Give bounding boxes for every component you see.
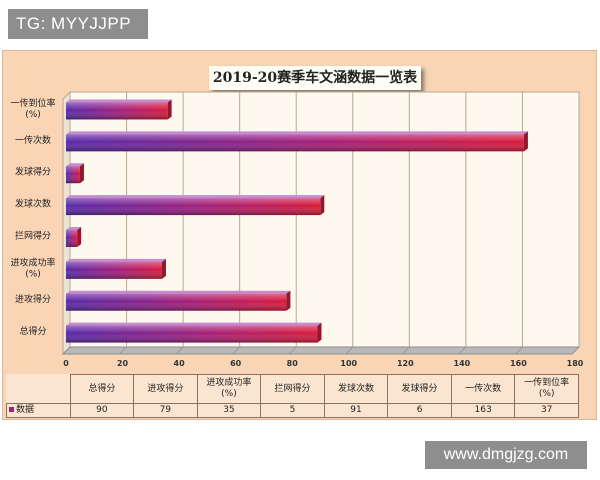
floor-gridline [401,346,410,355]
data-table: 总得分 进攻得分 进攻成功率 (%) 拦网得分 发球次数 发球得分 一传次数 一传到位率 (%) … [6,374,579,418]
series-name: 数据 [16,405,35,415]
table-header-cell: 进攻成功率 (%) [196,374,262,404]
floor-gridline [458,346,467,355]
x-tick-label: 80 [287,359,299,368]
bar-top-face [66,226,82,230]
bar-top-face [66,258,166,262]
bar-end-cap [523,131,528,152]
floor-gridline [288,346,297,355]
floor-gridline [119,346,127,355]
series-swatch [9,407,14,412]
x-tick-label: 180 [567,359,584,368]
bar-shading [66,293,287,311]
bar-top-face [66,99,172,103]
x-tick-label: 160 [510,359,527,368]
series-legend-cell: 数据 [6,403,71,418]
bar-top-face [66,195,325,199]
bar-end-cap [317,322,322,343]
table-header-cell: 发球得分 [387,374,452,404]
bar-top-face [66,290,291,294]
floor-gridline [175,346,184,355]
table-value-cell: 6 [387,403,452,418]
table-value-cell: 91 [323,403,389,418]
y-category-label: 发球得分 [15,166,51,178]
y-category-label: 拦网得分 [15,229,51,241]
y-category-label: 一传次数 [15,134,51,146]
x-tick-label: 100 [340,359,357,368]
bar-top-face [66,163,84,167]
plot-left-wall [62,90,71,356]
y-category-label: 一传到位率(%) [10,97,55,120]
floor-gridline [515,346,523,355]
bar-shading [66,166,80,184]
bar-shading [66,261,162,279]
table-header-cell: 发球次数 [323,374,389,404]
y-category-label: 进攻成功率(%) [10,256,55,279]
table-header-cell: 一传次数 [450,374,516,404]
data-table-corner [6,374,71,404]
floor-gridline [232,346,241,355]
table-value-cell: 163 [450,403,516,418]
bar-shading [66,325,318,343]
bar-end-cap [79,163,84,184]
table-header-cell: 拦网得分 [260,374,325,404]
bar-end-cap [161,258,166,279]
data-table-value-row: 数据 90 79 35 5 91 6 163 37 [6,403,579,418]
x-tick-label: 140 [454,359,471,368]
x-tick-label: 120 [397,359,414,368]
bar-end-cap [167,99,172,120]
y-category-label: 进攻得分 [15,293,51,305]
plot-floor [61,346,581,355]
y-category-label: 总得分 [19,325,46,337]
floor-gridline [571,346,580,355]
bar-end-cap [77,226,82,247]
table-value-cell: 35 [196,403,262,418]
table-value-cell: 5 [260,403,325,418]
bar-end-cap [286,290,291,311]
chart-title: 2019-20赛季车文涵数据一览表 [209,66,421,90]
bar-shading [66,229,78,247]
floor-gridline [345,346,354,355]
table-value-cell: 79 [133,403,198,418]
table-header-cell: 一传到位率 (%) [514,374,579,404]
table-value-cell: 90 [69,403,135,418]
bar-shading [66,134,524,152]
table-header-cell: 总得分 [69,374,135,404]
y-category-label: 发球次数 [15,198,51,210]
watermark-bottom: www.dmgjzg.com [425,441,587,469]
x-tick-label: 20 [117,359,129,368]
bar-top-face [66,131,528,135]
data-table-header-row: 总得分 进攻得分 进攻成功率 (%) 拦网得分 发球次数 发球得分 一传次数 一传到位率 (%) [6,374,579,404]
x-tick-label: 0 [63,359,69,368]
x-tick-label: 60 [230,359,242,368]
x-tick-label: 40 [174,359,186,368]
bar-end-cap [320,195,325,216]
bar-top-face [66,322,322,326]
watermark-top: TG: MYYJJPP [8,9,148,39]
table-header-cell: 进攻得分 [133,374,198,404]
bar-shading [66,102,168,120]
bar-shading [66,198,321,216]
table-value-cell: 37 [514,403,579,418]
